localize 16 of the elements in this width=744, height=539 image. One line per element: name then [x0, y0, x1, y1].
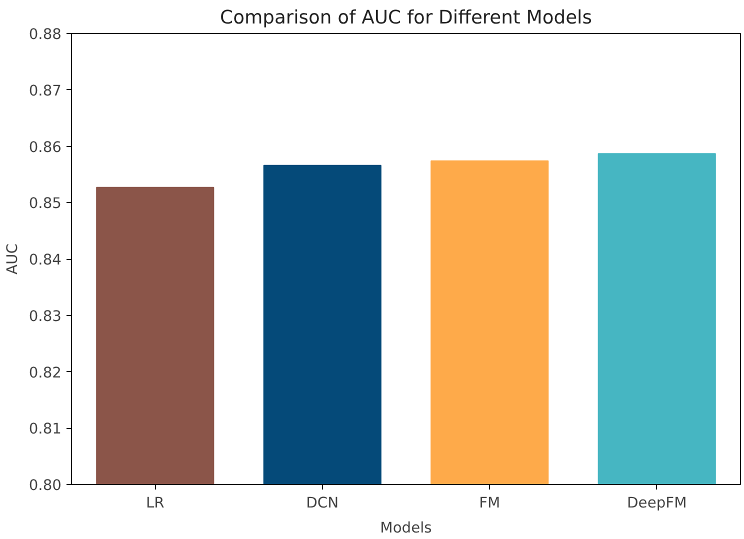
chart-title: Comparison of AUC for Different Models [220, 8, 592, 28]
y-tick-label: 0.85 [28, 195, 62, 212]
y-tick-label: 0.87 [28, 82, 62, 100]
x-tick-label: DCN [306, 494, 339, 512]
y-tick-label: 0.80 [28, 477, 62, 494]
x-axis-title: Models [380, 520, 432, 536]
y-tick-label: 0.83 [28, 308, 62, 325]
y-tick-label: 0.82 [28, 364, 62, 382]
y-axis-title: AUC [4, 243, 21, 274]
y-tick-label: 0.81 [28, 420, 62, 438]
x-tick-label: LR [146, 494, 164, 512]
x-tick-label: FM [479, 494, 500, 512]
y-tick-label: 0.88 [28, 26, 62, 43]
y-tick-label: 0.84 [28, 252, 62, 268]
x-tick-label: DeepFM [627, 494, 687, 512]
y-tick-label: 0.86 [28, 138, 62, 156]
